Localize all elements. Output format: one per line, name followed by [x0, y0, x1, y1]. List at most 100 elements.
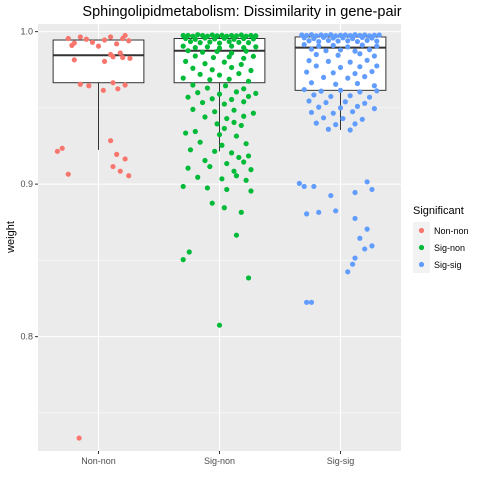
- data-point: [304, 299, 310, 305]
- data-point: [224, 160, 230, 167]
- data-point: [335, 52, 341, 58]
- data-point: [357, 235, 363, 241]
- data-point: [357, 89, 363, 95]
- data-point: [330, 42, 336, 48]
- data-point: [318, 88, 324, 94]
- data-point: [340, 35, 346, 41]
- data-point: [221, 205, 227, 211]
- legend-label: Non-non: [434, 226, 469, 236]
- data-point: [226, 76, 232, 82]
- data-point: [316, 104, 322, 110]
- data-point: [243, 177, 249, 183]
- data-point: [301, 86, 307, 93]
- data-point: [245, 78, 252, 84]
- data-point: [345, 269, 351, 275]
- data-point: [197, 139, 203, 145]
- data-point: [186, 249, 192, 255]
- data-point: [308, 46, 315, 52]
- data-point: [366, 47, 373, 53]
- data-point: [229, 150, 235, 156]
- data-point: [219, 142, 225, 148]
- data-point: [216, 322, 223, 328]
- data-point: [212, 36, 218, 42]
- data-point: [192, 36, 198, 42]
- data-point: [328, 192, 334, 199]
- data-point: [347, 59, 353, 65]
- data-point: [192, 53, 198, 59]
- data-point: [231, 36, 237, 42]
- data-point: [243, 141, 249, 147]
- data-point: [114, 41, 120, 47]
- data-point: [325, 126, 331, 132]
- data-point: [195, 174, 201, 180]
- data-point: [352, 70, 358, 77]
- data-point: [301, 41, 307, 48]
- data-point: [108, 138, 114, 144]
- data-point: [77, 34, 83, 40]
- box-plots: [52, 35, 387, 152]
- data-point: [308, 80, 315, 86]
- data-point: [229, 64, 235, 71]
- x-tick-label: Non-non: [81, 456, 116, 466]
- data-point: [248, 167, 254, 173]
- data-point: [245, 275, 252, 281]
- data-point: [180, 43, 186, 49]
- data-point: [101, 58, 108, 64]
- data-point: [359, 34, 365, 41]
- data-point: [221, 35, 227, 41]
- data-point: [333, 122, 339, 128]
- data-point: [369, 243, 375, 249]
- data-point: [238, 122, 244, 129]
- data-point: [306, 38, 312, 44]
- data-point: [117, 50, 123, 56]
- data-point: [313, 63, 319, 69]
- data-point: [187, 147, 194, 153]
- data-point: [241, 159, 247, 165]
- data-point: [304, 69, 310, 75]
- data-point: [204, 85, 210, 91]
- data-point: [110, 163, 116, 170]
- legend-swatch: [418, 227, 425, 234]
- x-tick-label: Sig-sig: [327, 456, 355, 466]
- data-point: [320, 74, 327, 80]
- data-point: [308, 109, 315, 116]
- data-point: [229, 96, 235, 103]
- data-point: [340, 115, 346, 122]
- data-point: [352, 32, 358, 38]
- legend: Significant Non-non Sig-non Sig-sig: [413, 205, 469, 273]
- data-point: [126, 38, 132, 44]
- data-point: [350, 261, 356, 267]
- data-point: [241, 55, 247, 61]
- data-point: [233, 173, 240, 179]
- data-point: [250, 36, 256, 42]
- data-point: [330, 110, 336, 116]
- data-point: [330, 70, 336, 76]
- data-point: [253, 90, 259, 96]
- data-point: [222, 83, 229, 89]
- data-point: [216, 72, 223, 78]
- legend-swatch: [418, 261, 425, 268]
- data-point: [226, 38, 232, 45]
- data-point: [350, 35, 356, 42]
- data-point: [371, 83, 377, 89]
- data-point: [108, 34, 114, 40]
- data-point: [122, 32, 128, 39]
- data-point: [347, 127, 353, 133]
- data-point: [101, 37, 108, 43]
- data-point: [110, 54, 116, 60]
- data-point: [114, 151, 120, 157]
- data-point: [248, 188, 254, 194]
- data-point: [224, 186, 230, 193]
- data-point: [195, 90, 201, 96]
- data-point: [311, 35, 317, 42]
- data-point: [236, 39, 242, 45]
- data-point: [253, 44, 259, 50]
- data-point: [325, 37, 331, 44]
- data-point: [233, 133, 240, 139]
- data-point: [352, 121, 358, 127]
- data-point: [364, 37, 370, 44]
- data-point: [362, 100, 368, 106]
- data-point: [216, 91, 223, 97]
- data-point: [183, 35, 189, 42]
- data-point: [350, 109, 356, 115]
